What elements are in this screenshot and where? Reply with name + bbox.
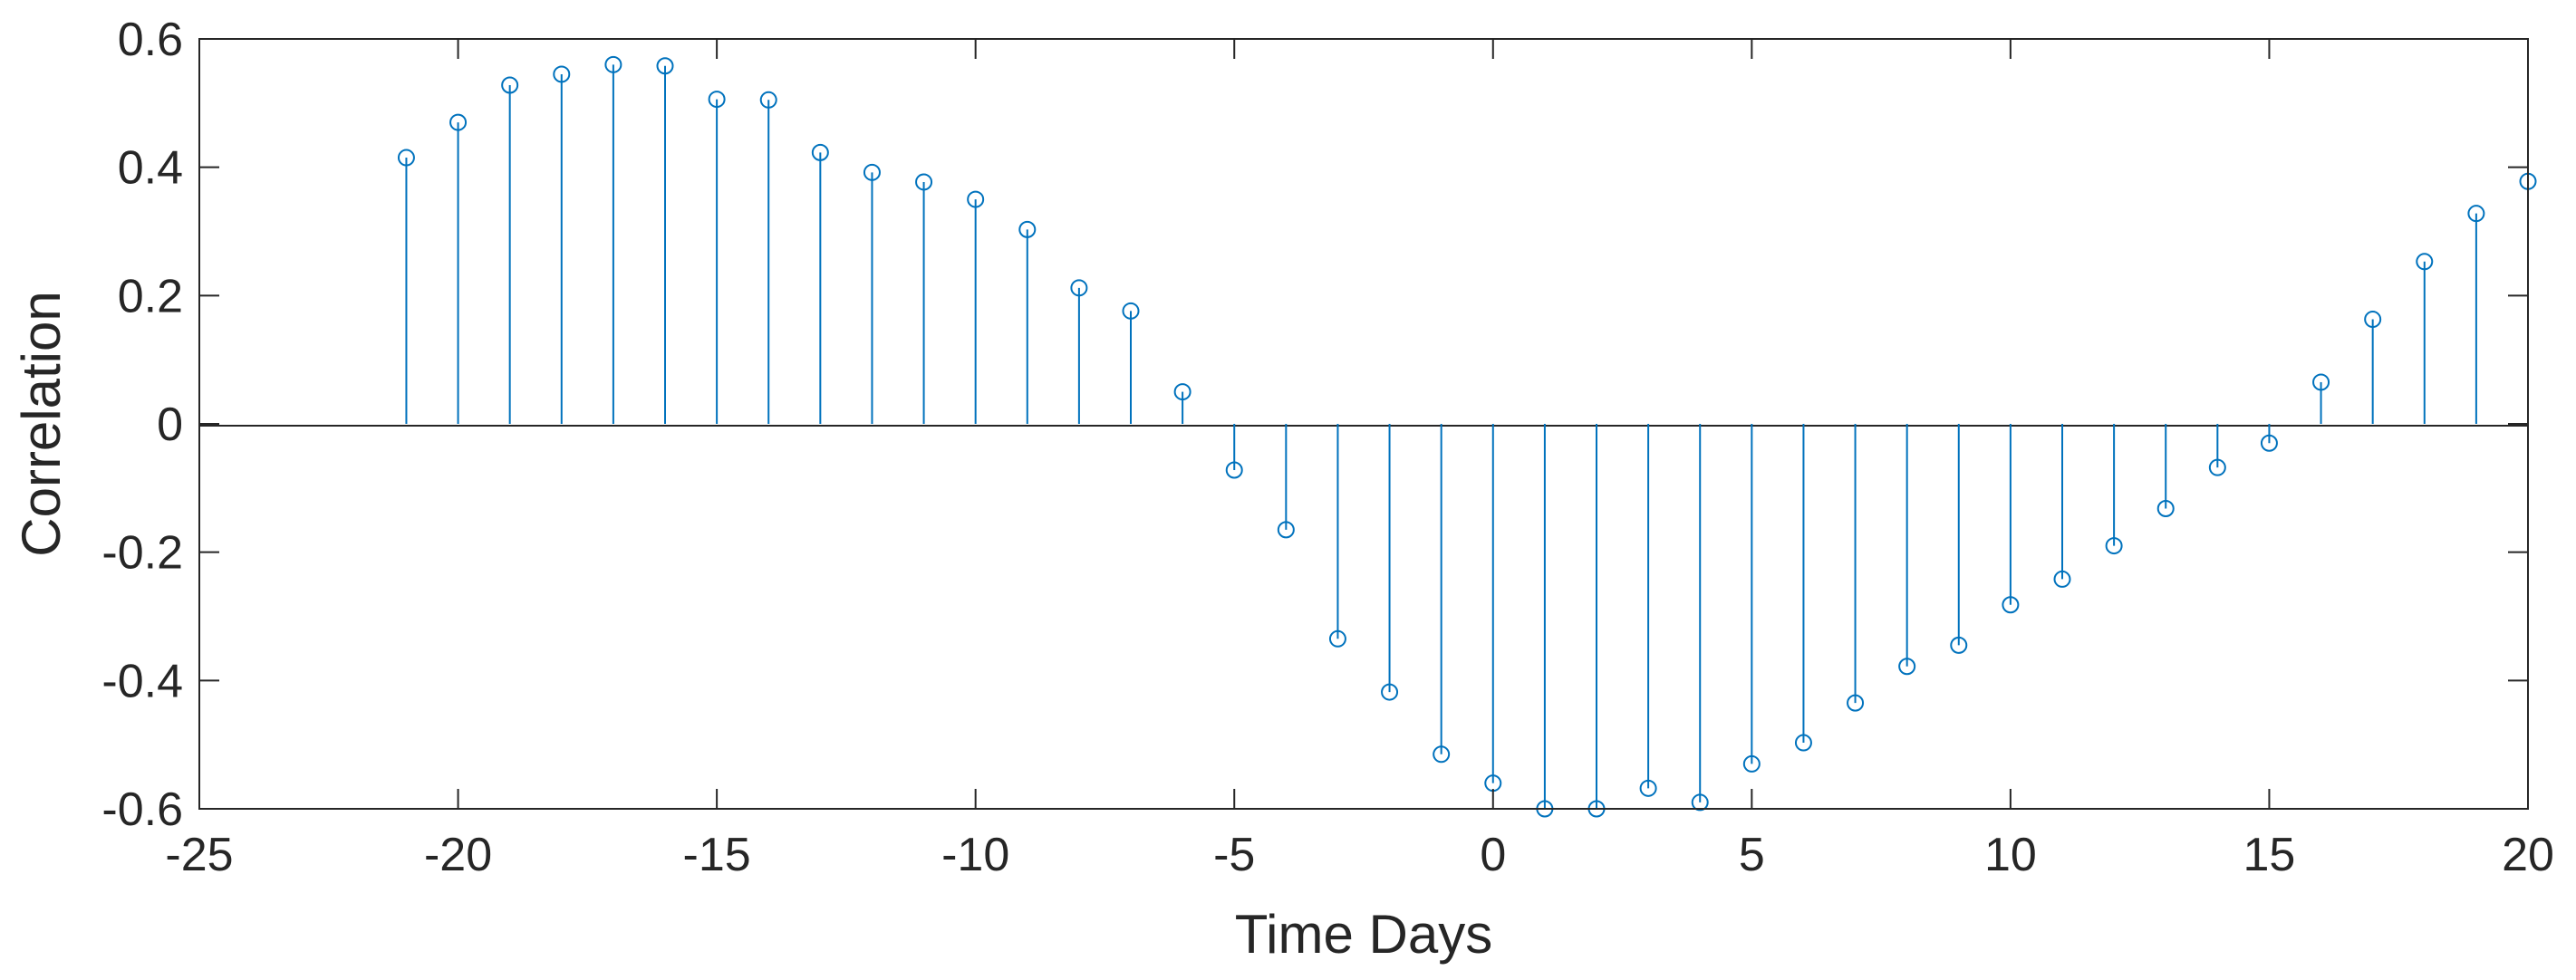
- stem-marker: [1847, 694, 1865, 712]
- plot-frame: [198, 38, 2529, 810]
- y-axis-ticks: -0.6 -0.4 -0.2 0 0.2 0.4 0.6: [101, 14, 2528, 836]
- stem-marker: [1070, 279, 1088, 297]
- stem-marker: [1433, 745, 1451, 764]
- stem-marker: [397, 149, 415, 167]
- stem-marker: [1381, 683, 1399, 701]
- stem-marker: [501, 76, 519, 94]
- stem-marker: [2467, 205, 2485, 223]
- stem-marker: [1173, 383, 1192, 401]
- stem-marker: [708, 91, 726, 109]
- y-tick-label: 0: [157, 399, 183, 451]
- x-tick-label: 10: [1984, 829, 2037, 881]
- stem-marker: [863, 163, 881, 181]
- stem-marker: [1277, 521, 1295, 539]
- x-tick-label: -15: [683, 829, 751, 881]
- y-tick-label: -0.6: [101, 783, 183, 836]
- stem-marker: [1691, 793, 1709, 812]
- stem-marker: [553, 65, 571, 83]
- stem-marker: [967, 190, 985, 208]
- stem-marker: [1794, 734, 1812, 752]
- x-tick-label: 0: [1480, 829, 1506, 881]
- x-axis-ticks: -25 -20 -15 -10 -5 0 5 10 15 20: [165, 39, 2554, 881]
- stem-marker: [1639, 779, 1657, 797]
- stem-marker: [2208, 458, 2226, 476]
- y-tick-label: 0.4: [118, 142, 183, 195]
- stem-marker: [1225, 461, 1243, 479]
- x-tick-label: -25: [165, 829, 233, 881]
- stem-marker: [656, 57, 674, 75]
- stem-marker: [1328, 629, 1346, 648]
- y-axis-label: Correlation: [11, 291, 72, 556]
- stem-marker: [2105, 537, 2123, 555]
- x-tick-label: 15: [2243, 829, 2296, 881]
- y-tick-label: 0.2: [118, 270, 183, 322]
- stem-marker: [1122, 302, 1140, 320]
- stem-marker: [2260, 434, 2278, 452]
- stem-marker: [759, 91, 777, 109]
- y-tick-label: -0.2: [101, 527, 183, 580]
- stem-marker: [915, 173, 933, 191]
- x-tick-label: 20: [2502, 829, 2554, 881]
- stem-marker: [811, 143, 829, 161]
- stem-series: [397, 55, 2537, 818]
- stem-marker: [604, 55, 622, 73]
- x-axis-label: Time Days: [1235, 904, 1492, 965]
- stem-marker: [2364, 311, 2382, 329]
- stem-marker: [2312, 373, 2330, 391]
- stem-marker: [2416, 253, 2434, 271]
- x-tick-label: 5: [1739, 829, 1765, 881]
- x-tick-label: -5: [1213, 829, 1255, 881]
- stem-marker: [1018, 220, 1037, 238]
- stem-marker: [2156, 500, 2175, 517]
- y-tick-label: 0.6: [118, 14, 183, 66]
- stem-marker: [1950, 636, 1968, 654]
- stem-marker: [2053, 570, 2071, 588]
- stem-marker: [2002, 596, 2020, 614]
- stem-marker: [1742, 754, 1761, 773]
- stem-marker: [449, 113, 468, 131]
- x-tick-label: -20: [424, 829, 492, 881]
- y-tick-label: -0.4: [101, 655, 183, 707]
- stem-marker: [1898, 658, 1916, 676]
- x-tick-label: -10: [941, 829, 1009, 881]
- plot-background: [199, 39, 2528, 809]
